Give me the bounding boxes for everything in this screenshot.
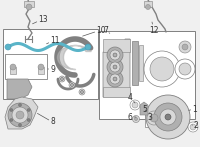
Bar bbox=[103, 39, 130, 52]
Circle shape bbox=[69, 82, 75, 88]
Circle shape bbox=[81, 91, 84, 93]
Circle shape bbox=[110, 74, 120, 84]
Circle shape bbox=[165, 114, 171, 120]
Text: 11: 11 bbox=[47, 35, 60, 45]
Circle shape bbox=[12, 107, 28, 123]
Circle shape bbox=[179, 41, 191, 53]
Circle shape bbox=[144, 51, 180, 87]
Circle shape bbox=[190, 124, 196, 130]
Circle shape bbox=[19, 103, 22, 106]
Circle shape bbox=[71, 83, 74, 86]
Bar bbox=[145, 109, 163, 127]
Text: 5: 5 bbox=[142, 105, 147, 113]
Circle shape bbox=[61, 77, 64, 81]
Circle shape bbox=[110, 50, 120, 60]
Circle shape bbox=[150, 57, 174, 81]
Circle shape bbox=[113, 77, 117, 81]
Circle shape bbox=[154, 103, 182, 131]
Polygon shape bbox=[5, 97, 38, 129]
Circle shape bbox=[182, 44, 188, 50]
Circle shape bbox=[10, 64, 16, 70]
Text: 9: 9 bbox=[48, 65, 55, 74]
Circle shape bbox=[146, 95, 190, 139]
Circle shape bbox=[107, 71, 123, 87]
Circle shape bbox=[19, 123, 22, 127]
Text: 10: 10 bbox=[83, 25, 106, 36]
Bar bbox=[103, 87, 130, 97]
Circle shape bbox=[147, 111, 161, 125]
Circle shape bbox=[10, 118, 13, 122]
Text: 3: 3 bbox=[147, 112, 152, 122]
Text: 7: 7 bbox=[103, 25, 110, 35]
Text: 1: 1 bbox=[189, 105, 197, 113]
Circle shape bbox=[107, 47, 123, 63]
Circle shape bbox=[26, 4, 32, 10]
Circle shape bbox=[113, 53, 117, 57]
Circle shape bbox=[5, 44, 11, 50]
Circle shape bbox=[113, 65, 117, 69]
Bar bbox=[38, 67, 44, 74]
Bar bbox=[10, 67, 16, 74]
Text: 6: 6 bbox=[128, 112, 136, 122]
Bar bbox=[144, 1, 152, 7]
Circle shape bbox=[38, 64, 44, 70]
Circle shape bbox=[8, 103, 32, 127]
Text: 12: 12 bbox=[149, 22, 158, 35]
Bar bbox=[99, 31, 195, 119]
Bar bbox=[3, 29, 98, 99]
Bar bbox=[5, 54, 47, 79]
Circle shape bbox=[110, 62, 120, 72]
Circle shape bbox=[188, 122, 198, 132]
Circle shape bbox=[160, 109, 176, 125]
Circle shape bbox=[85, 44, 91, 50]
Circle shape bbox=[150, 114, 158, 122]
Text: 13: 13 bbox=[33, 15, 48, 24]
Text: 2: 2 bbox=[192, 121, 199, 130]
Circle shape bbox=[175, 59, 195, 79]
Circle shape bbox=[27, 108, 30, 112]
Circle shape bbox=[132, 116, 140, 122]
Circle shape bbox=[132, 102, 138, 108]
Polygon shape bbox=[7, 79, 32, 99]
Polygon shape bbox=[140, 102, 148, 115]
Circle shape bbox=[179, 63, 191, 75]
Circle shape bbox=[27, 118, 30, 122]
Text: 8: 8 bbox=[37, 113, 55, 127]
Circle shape bbox=[130, 100, 140, 110]
Circle shape bbox=[59, 76, 65, 82]
Circle shape bbox=[16, 111, 24, 119]
Circle shape bbox=[134, 117, 138, 121]
Circle shape bbox=[146, 5, 151, 10]
Circle shape bbox=[79, 89, 85, 95]
Circle shape bbox=[10, 108, 13, 112]
Polygon shape bbox=[103, 39, 130, 97]
Text: 4: 4 bbox=[128, 92, 135, 103]
Circle shape bbox=[107, 59, 123, 75]
Bar bbox=[139, 45, 143, 81]
Bar bbox=[24, 1, 34, 7]
Bar bbox=[132, 41, 138, 85]
